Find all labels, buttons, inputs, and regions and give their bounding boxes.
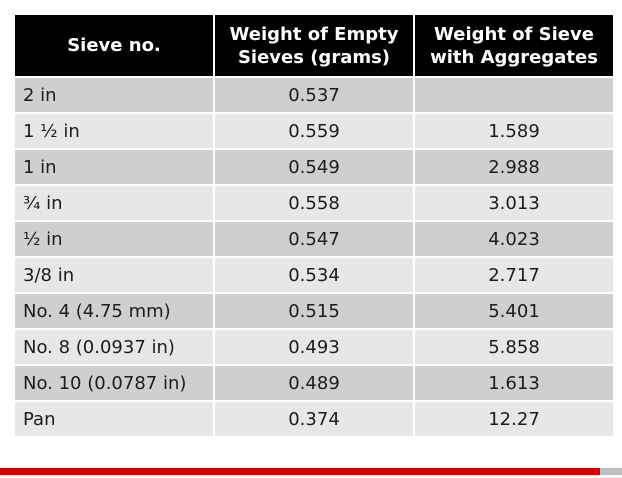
table-row: 1 in 0.549 2.988 [15,148,613,185]
aggregate-weight-cell: 2.717 [414,256,613,293]
video-progress-track[interactable] [600,468,622,475]
sieve-size-cell: Pan [15,400,215,436]
sieve-size-cell: No. 8 (0.0937 in) [15,328,215,365]
sieve-size-cell: 2 in [15,76,215,113]
empty-weight-cell: 0.559 [214,112,415,149]
table-row: Pan 0.374 12.27 [15,400,613,436]
table-row: 1 ½ in 0.559 1.589 [15,112,613,149]
sieve-size-cell: No. 4 (4.75 mm) [15,292,215,329]
aggregate-weight-cell: 2.988 [414,148,613,185]
empty-weight-cell: 0.493 [214,328,415,365]
sieve-size-cell: 1 ½ in [15,112,215,149]
sieve-size-cell: 1 in [15,148,215,185]
aggregate-weight-cell: 12.27 [414,400,613,436]
table-row: No. 10 (0.0787 in) 0.489 1.613 [15,364,613,401]
empty-weight-cell: 0.515 [214,292,415,329]
aggregate-weight-cell: 3.013 [414,184,613,221]
sieve-size-cell: ½ in [15,220,215,257]
video-progress-bar[interactable] [0,468,600,475]
sieve-size-cell: No. 10 (0.0787 in) [15,364,215,401]
aggregate-weight-cell: 5.858 [414,328,613,365]
sieve-size-cell: 3/8 in [15,256,215,293]
header-sieve-with-aggregates-weight: Weight of Sieve with Aggregates [414,15,613,77]
empty-weight-cell: 0.547 [214,220,415,257]
aggregate-weight-cell: 1.589 [414,112,613,149]
sieve-size-cell: ¾ in [15,184,215,221]
aggregate-weight-cell [414,76,613,113]
empty-weight-cell: 0.489 [214,364,415,401]
table-row: 2 in 0.537 [15,76,613,113]
table-row: No. 8 (0.0937 in) 0.493 5.858 [15,328,613,365]
empty-weight-cell: 0.558 [214,184,415,221]
table-row: No. 4 (4.75 mm) 0.515 5.401 [15,292,613,329]
empty-weight-cell: 0.537 [214,76,415,113]
table-row: ½ in 0.547 4.023 [15,220,613,257]
header-sieve-no: Sieve no. [15,15,215,77]
table-row: 3/8 in 0.534 2.717 [15,256,613,293]
empty-weight-cell: 0.549 [214,148,415,185]
table-header-row: Sieve no. Weight of Empty Sieves (grams)… [15,15,613,77]
aggregate-weight-cell: 1.613 [414,364,613,401]
empty-weight-cell: 0.534 [214,256,415,293]
table-row: ¾ in 0.558 3.013 [15,184,613,221]
header-empty-sieve-weight: Weight of Empty Sieves (grams) [214,15,415,77]
aggregate-weight-cell: 5.401 [414,292,613,329]
aggregate-weight-cell: 4.023 [414,220,613,257]
empty-weight-cell: 0.374 [214,400,415,436]
sieve-weights-table: Sieve no. Weight of Empty Sieves (grams)… [15,15,613,436]
